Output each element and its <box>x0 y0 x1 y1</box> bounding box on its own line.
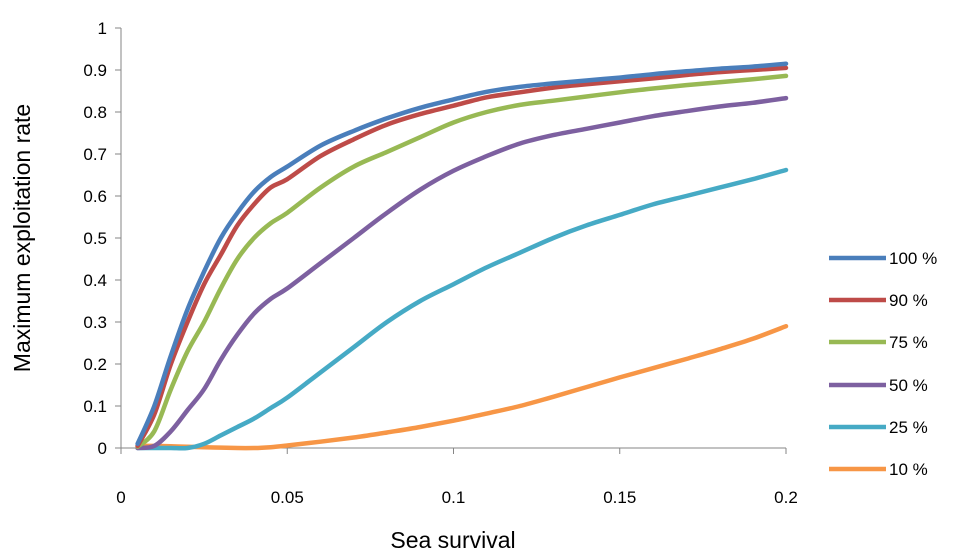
series-line-50-percent <box>135 95 789 451</box>
y-tick-label: 0 <box>98 439 107 458</box>
y-tick-label: 0.1 <box>83 397 107 416</box>
series-line-25-percent <box>135 167 789 451</box>
series-line-10-percent <box>135 323 789 451</box>
y-tick-label: 0.5 <box>83 229 107 248</box>
series-line-100-percent <box>135 61 789 447</box>
y-tick-label: 0.2 <box>83 355 107 374</box>
y-tick-label: 1 <box>98 19 107 38</box>
x-axis-ticks: 0 0.05 0.1 0.15 0.2 <box>116 448 798 507</box>
plot-area: 0 0.1 0.2 0.3 0.4 0.5 0.6 0.7 0.8 0.9 1 0 0.05 0.1 0.… <box>83 19 797 507</box>
y-axis-title: Maximum exploitation rate <box>9 104 35 372</box>
y-tick-label: 0.6 <box>83 187 107 206</box>
y-tick-label: 0.7 <box>83 145 107 164</box>
legend-label: 25 % <box>889 418 928 437</box>
x-tick-label: 0.2 <box>774 488 798 507</box>
legend: 100 % 90 % 75 % 50 % 25 % 10 % <box>829 249 937 479</box>
legend-label: 90 % <box>889 291 928 310</box>
legend-label: 10 % <box>889 460 928 479</box>
y-tick-label: 0.9 <box>83 61 107 80</box>
y-tick-label: 0.3 <box>83 313 107 332</box>
y-tick-label: 0.4 <box>83 271 107 290</box>
y-axis-ticks: 0 0.1 0.2 0.3 0.4 0.5 0.6 0.7 0.8 0.9 1 <box>83 19 121 458</box>
x-axis-title: Sea survival <box>390 527 515 553</box>
x-tick-label: 0.1 <box>442 488 466 507</box>
x-tick-label: 0.15 <box>603 488 636 507</box>
legend-label: 75 % <box>889 333 928 352</box>
legend-label: 50 % <box>889 376 928 395</box>
legend-label: 100 % <box>889 249 937 268</box>
x-tick-label: 0 <box>116 488 125 507</box>
series-line-75-percent <box>135 73 789 449</box>
x-tick-label: 0.05 <box>271 488 304 507</box>
series-lines <box>135 61 789 451</box>
y-tick-label: 0.8 <box>83 103 107 122</box>
series-line-90-percent <box>135 65 789 449</box>
